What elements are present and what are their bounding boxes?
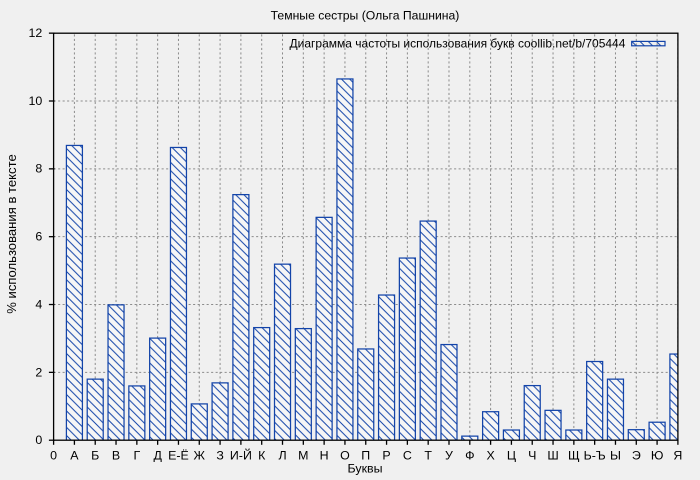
svg-text:Ы: Ы (610, 448, 621, 462)
svg-text:П: П (361, 448, 370, 462)
svg-text:0: 0 (50, 448, 57, 462)
svg-text:Ч: Ч (528, 448, 536, 462)
svg-text:Ж: Ж (194, 448, 206, 462)
svg-text:Темные сестры (Ольга Пашнина): Темные сестры (Ольга Пашнина) (271, 9, 460, 23)
svg-text:Ш: Ш (547, 448, 558, 462)
svg-text:10: 10 (29, 94, 43, 108)
svg-text:Ю: Ю (651, 448, 664, 462)
svg-text:Г: Г (133, 448, 140, 462)
svg-text:Буквы: Буквы (348, 462, 383, 476)
svg-text:Щ: Щ (568, 448, 580, 462)
svg-text:Э: Э (632, 448, 641, 462)
svg-text:Т: Т (424, 448, 432, 462)
svg-text:6: 6 (35, 230, 42, 244)
svg-text:В: В (112, 448, 120, 462)
svg-text:О: О (340, 448, 350, 462)
svg-text:М: М (298, 448, 308, 462)
svg-text:% использования в тексте: % использования в тексте (4, 154, 19, 313)
svg-text:Д: Д (153, 448, 162, 462)
svg-text:8: 8 (35, 162, 42, 176)
svg-text:Н: Н (320, 448, 329, 462)
svg-text:2: 2 (35, 365, 42, 379)
svg-text:Е-Ё: Е-Ё (168, 448, 189, 462)
svg-text:К: К (258, 448, 266, 462)
svg-text:Ь-Ъ: Ь-Ъ (584, 448, 606, 462)
svg-text:Ц: Ц (507, 448, 516, 462)
svg-text:А: А (70, 448, 79, 462)
svg-text:У: У (445, 448, 453, 462)
svg-text:Б: Б (91, 448, 99, 462)
svg-text:С: С (403, 448, 412, 462)
svg-text:Ф: Ф (465, 448, 474, 462)
svg-text:Я: Я (673, 448, 682, 462)
svg-text:Л: Л (278, 448, 286, 462)
svg-text:З: З (216, 448, 223, 462)
svg-text:4: 4 (35, 297, 42, 311)
svg-text:Диаграмма частоты использовани: Диаграмма частоты использования букв coo… (290, 37, 626, 51)
svg-text:Х: Х (486, 448, 494, 462)
svg-text:И-Й: И-Й (230, 447, 252, 462)
svg-text:Р: Р (382, 448, 390, 462)
svg-text:12: 12 (29, 26, 43, 40)
svg-text:0: 0 (35, 433, 42, 447)
